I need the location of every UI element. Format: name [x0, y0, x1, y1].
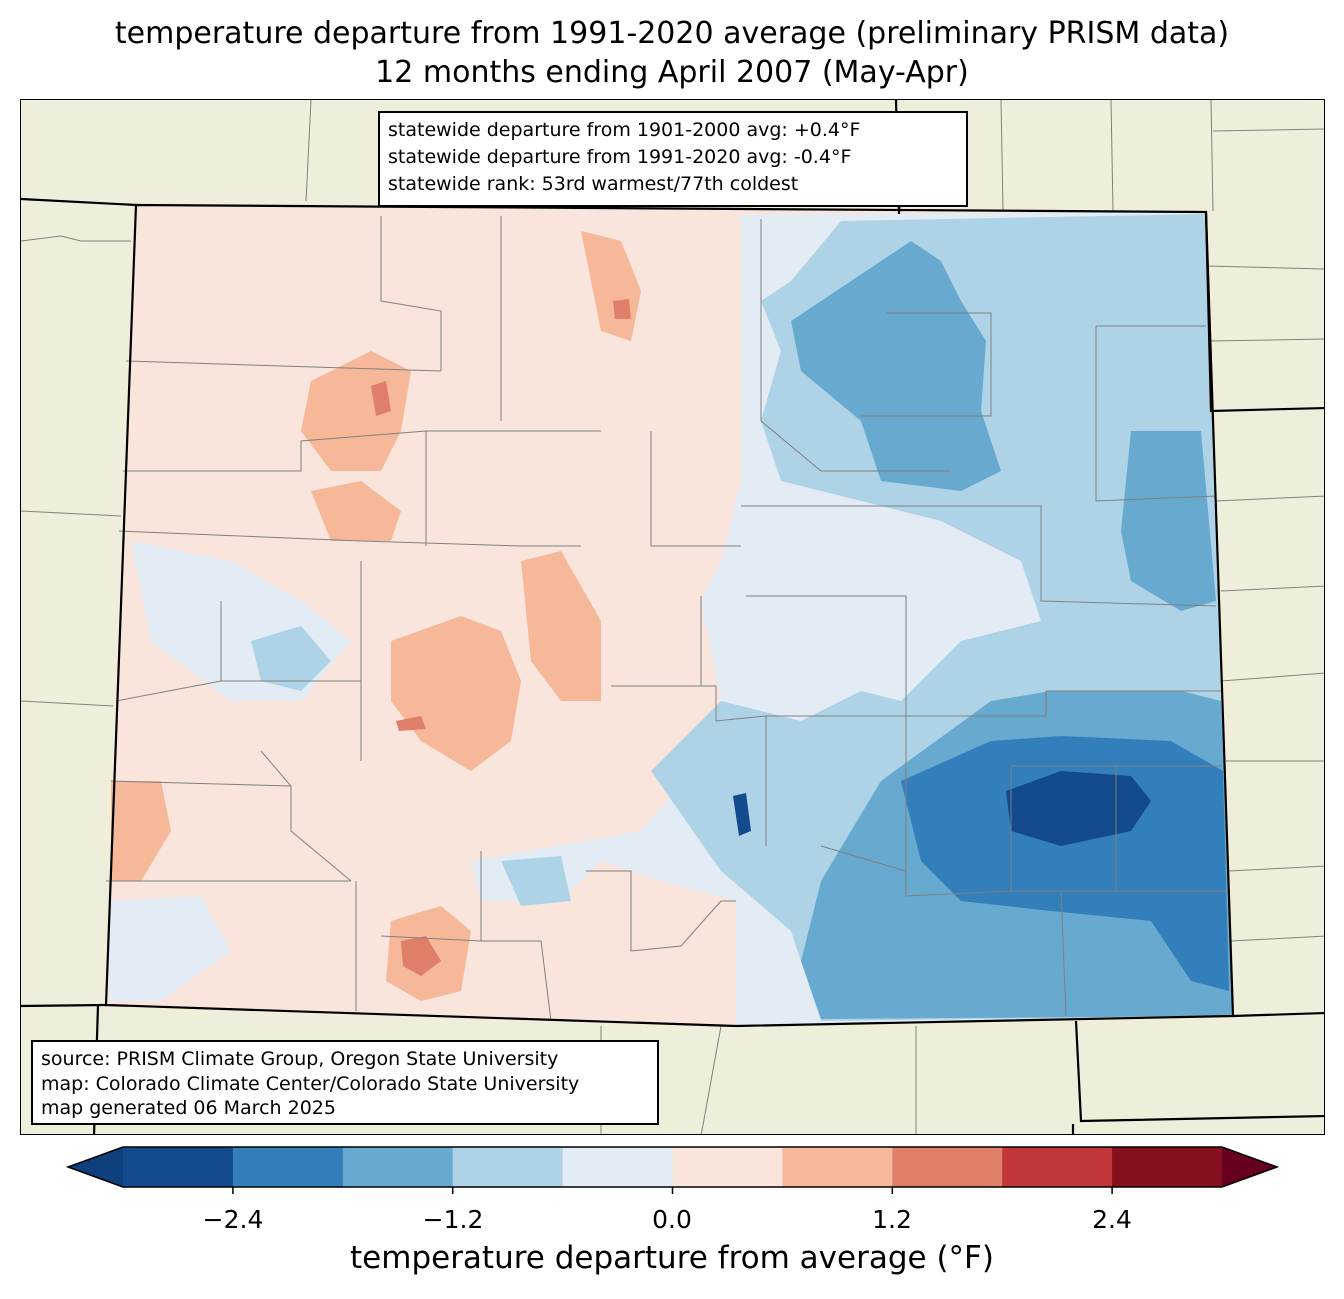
anomaly-dark-blue-spot	[733, 793, 751, 836]
map-panel	[20, 99, 1325, 1135]
colorbar-label: temperature departure from average (°F)	[350, 1240, 994, 1276]
source-line-map: map: Colorado Climate Center/Colorado St…	[41, 1072, 580, 1095]
colorbar-extend-low	[68, 1147, 123, 1187]
colorbar-tick: −2.4	[202, 1205, 264, 1234]
anomaly-warm-northwest	[301, 351, 411, 471]
anomaly-warm-spot-3	[613, 299, 631, 319]
stats-line-rank: statewide rank: 53rd warmest/77th coldes…	[388, 173, 799, 195]
anomaly-warm-central	[391, 616, 521, 771]
anomaly-mid-blue-east	[1121, 431, 1216, 611]
county-borders	[106, 216, 1226, 1022]
colorbar-bin	[782, 1147, 893, 1187]
anomaly-cool-sw	[109, 896, 231, 1001]
colorbar-tick: −1.2	[422, 1205, 484, 1234]
anomaly-warm-sw	[111, 781, 171, 881]
map-title: temperature departure from 1991-2020 ave…	[114, 16, 1230, 51]
source-box: source: PRISM Climate Group, Oregon Stat…	[31, 1040, 659, 1125]
colorbar-bin	[123, 1147, 234, 1187]
anomaly-lightblue-west	[251, 626, 331, 691]
anomaly-warm-spot-2	[371, 381, 391, 416]
stats-line-1901-2000: statewide departure from 1901-2000 avg: …	[388, 119, 861, 141]
statewide-stats-box: statewide departure from 1901-2000 avg: …	[378, 111, 968, 207]
anomaly-mid-blue-ne	[791, 241, 1001, 491]
stats-line-1991-2020: statewide departure from 1991-2020 avg: …	[388, 146, 852, 168]
map-subtitle: 12 months ending April 2007 (May-Apr)	[375, 55, 969, 90]
colorbar-tick: 2.4	[1092, 1205, 1132, 1234]
anomaly-warm-nw-2	[311, 481, 401, 541]
colorbar	[65, 1146, 1280, 1194]
colorbar-extend-high	[1222, 1147, 1277, 1187]
colorbar-bin	[232, 1147, 344, 1187]
colorbar-tick: 0.0	[652, 1205, 692, 1234]
colorbar-bin	[562, 1147, 673, 1187]
anomaly-dark-blue-se	[1006, 771, 1151, 846]
anomaly-warm-spot-1	[401, 936, 441, 976]
source-line-prism: source: PRISM Climate Group, Oregon Stat…	[41, 1048, 559, 1070]
colorbar-tick: 1.2	[872, 1205, 912, 1234]
colorbar-bin	[1002, 1147, 1113, 1187]
anomaly-warm-central-2	[521, 551, 601, 701]
source-line-generated: map generated 06 March 2025	[41, 1097, 336, 1119]
colorbar-bin	[342, 1147, 454, 1187]
anomaly-warm-spot-4	[396, 716, 426, 731]
colorbar-bin	[892, 1147, 1003, 1187]
colorado-temperature-map	[21, 100, 1324, 1134]
colorbar-bin	[672, 1147, 783, 1187]
colorbar-bin	[452, 1147, 564, 1187]
colorbar-bin	[1112, 1147, 1223, 1187]
colorbar-outline	[65, 1146, 1280, 1188]
anomaly-lightblue-south	[501, 856, 571, 906]
